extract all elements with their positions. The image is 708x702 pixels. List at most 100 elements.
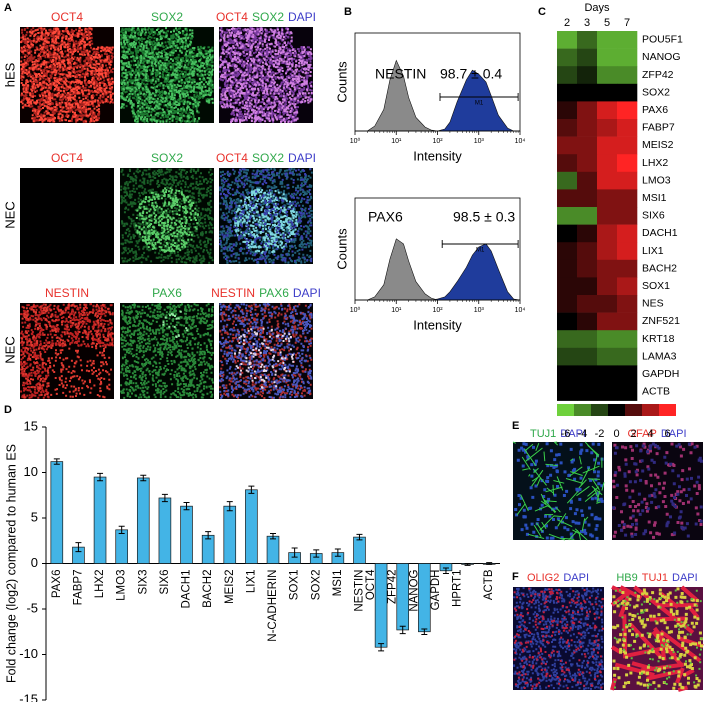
heatmap-cell [557,171,578,190]
gate-marker [439,93,519,101]
y-tick-label: -10 [19,646,38,661]
stain-label: GFAP DAPI [627,428,686,440]
x-tick-label: LHX2 [94,570,106,599]
row-label: NANOG [642,51,681,63]
heatmap-cell [557,189,578,208]
heatmap-cell [557,31,578,49]
heatmap-cell [577,330,598,349]
x-tick-label: HPRT1 [452,570,464,608]
stain-word: OCT4 [51,10,83,24]
y-tick-label: 10 [24,464,38,479]
heatmap-cell [557,101,578,120]
heatmap-cell [617,347,638,366]
heatmap-cell [577,207,598,225]
heatmap-cell [597,295,618,313]
stain-word: OCT4 [51,151,83,165]
column-label: 5 [604,17,610,29]
heatmap-cell [557,224,578,243]
bar [223,505,237,564]
y-axis-label: Fold change (log2) compared to human ES [4,444,18,683]
heatmap-cell [597,83,618,102]
heatmap-cell [557,383,578,401]
x-tick-label: SIX6 [159,570,171,595]
stain-word: HB9 [616,572,637,584]
colorbar-label: -2 [595,428,605,440]
micrograph-texture [135,187,199,253]
row-label: KRT18 [642,333,675,345]
heatmap-cell [557,242,578,261]
error-bar [313,549,320,558]
colorbar-block [642,404,659,416]
x-tick-label: 10⁰ [350,137,361,145]
colorbar-block [557,404,574,416]
stain-word: DAPI [288,10,316,24]
error-bar [97,472,104,482]
error-bar [226,501,233,512]
x-tick-label: 10² [432,138,443,145]
error-bar [291,547,298,558]
x-tick-label: SOX1 [289,570,301,601]
row-label: NEC [2,201,17,228]
colorbar-label: 0 [613,428,619,440]
error-bar [53,458,60,465]
x-tick-label: BACH2 [202,570,214,608]
row-label: LMO3 [642,174,671,186]
bar [50,461,64,564]
colorbar-block [608,404,625,416]
histogram-stat: 98.7 ± 0.4 [440,66,502,82]
row-label: DACH1 [642,227,678,239]
stain-label: SOX2 [151,10,183,24]
bar [245,489,258,564]
error-bar [183,502,190,511]
x-tick-label: LMO3 [116,570,128,601]
stain-word: OCT4 [216,10,248,24]
error-bar [248,485,255,494]
heatmap-cell [557,365,578,384]
heatmap-cell [597,119,618,137]
histogram-label: PAX6 [368,209,403,225]
colorbar-label: -6 [561,428,571,440]
histogram-stat: 98.5 ± 0.3 [453,209,515,225]
gate-label: M1 [476,248,485,254]
x-tick-label: LIX1 [245,570,257,594]
micrograph-texture [20,27,114,123]
stain-word: PAX6 [152,286,182,300]
heatmap-cell [557,207,578,225]
column-label: 3 [584,17,590,29]
panel-label: E [512,420,519,432]
x-axis-label: Intensity [413,317,462,332]
heatmap-cell [597,312,618,331]
heatmap-cell [577,277,598,296]
stain-word: PAX6 [259,286,289,300]
bar [201,534,215,564]
x-tick-label: 10² [432,307,443,314]
row-label: LHX2 [642,157,668,169]
panel-label: D [4,404,12,416]
stain-word: SOX2 [252,10,284,24]
x-tick-label: 10¹ [391,138,402,145]
x-tick-label: OCT4 [365,569,377,600]
x-tick-label: ACTB [483,569,495,600]
heatmap-cell [577,383,598,401]
x-axis-label: Intensity [413,148,462,163]
heatmap-cell [557,312,578,331]
stain-word: SOX2 [151,10,183,24]
heatmap-cell [597,189,618,208]
heatmap-cell [617,119,638,137]
x-tick-label: MEIS2 [224,570,236,605]
heatmap-cell [577,224,598,243]
x-tick-label: NANOG [408,569,420,611]
heatmap-cell [577,101,598,120]
stain-label: NESTIN PAX6 DAPI [211,286,321,300]
x-tick-label: NESTIN [354,570,366,612]
micrograph-texture [512,441,605,541]
stain-word: DAPI [293,286,321,300]
heatmap-cell [617,48,638,67]
panel-label: B [344,6,352,18]
stain-label: OCT4 [51,10,83,24]
x-tick-label: ZFP42 [387,570,399,605]
row-label: ZNF521 [642,315,680,327]
heatmap-cell [577,347,598,366]
heatmap-cell [577,242,598,261]
heatmap-cell [597,66,618,85]
